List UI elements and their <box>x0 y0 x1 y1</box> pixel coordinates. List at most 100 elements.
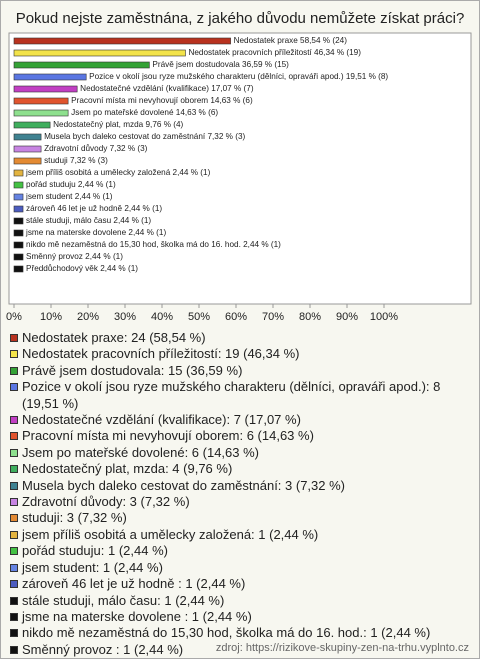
bar-label: zároveň 46 let je už hodně 2,44 % (1) <box>26 204 162 213</box>
legend-label: studuji: 3 (7,32 %) <box>22 510 127 526</box>
legend-item: Pracovní místa mi nevyhovují oborem: 6 (… <box>9 428 471 444</box>
x-tick-label: 30% <box>114 311 136 323</box>
bar <box>13 265 24 273</box>
bar-label: Jsem po mateřské dovolené 14,63 % (6) <box>71 108 218 117</box>
legend-swatch <box>10 629 18 638</box>
legend-item: Nedostatečné vzdělání (kvalifikace): 7 (… <box>9 412 471 428</box>
bar <box>13 229 24 237</box>
legend-label: Musela bych daleko cestovat do zaměstnán… <box>22 477 346 493</box>
legend-label: Směnný provoz : 1 (2,44 %) <box>22 641 184 657</box>
bar-label: Musela bych daleko cestovat do zaměstnán… <box>44 132 245 141</box>
legend-item: jsme na materske dovolene : 1 (2,44 %) <box>9 609 471 625</box>
legend-swatch <box>10 448 18 457</box>
legend-label: Nedostatečný plat, mzda: 4 (9,76 %) <box>22 461 233 477</box>
bar-label: jsem příliš osobitá a umělecky založená … <box>25 168 211 177</box>
legend-swatch <box>10 645 18 654</box>
bar-label: pořád studuju 2,44 % (1) <box>26 180 116 189</box>
legend-swatch <box>10 481 18 490</box>
legend-swatch <box>10 514 18 523</box>
legend-swatch <box>10 432 18 441</box>
legend-label: Pracovní místa mi nevyhovují oborem: 6 (… <box>22 428 314 444</box>
legend-swatch <box>10 465 18 474</box>
bar-label: Právě jsem dostudovala 36,59 % (15) <box>152 60 289 69</box>
x-tick-label: 80% <box>299 311 321 323</box>
legend-item: nikdo mě nezaměstná do 15,30 hod, školka… <box>9 625 471 641</box>
x-tick-label: 50% <box>188 311 210 323</box>
legend-label: Nedostatek pracovních příležitostí: 19 (… <box>22 346 300 362</box>
bar <box>13 121 51 129</box>
bar <box>13 181 24 189</box>
bar <box>13 253 24 261</box>
legend-item: stále studuji, málo času: 1 (2,44 %) <box>9 593 471 609</box>
legend-label: Zdravotní důvody: 3 (7,32 %) <box>22 494 190 510</box>
legend-label: Nedostatečné vzdělání (kvalifikace): 7 (… <box>22 412 301 428</box>
legend-swatch <box>10 350 18 359</box>
legend-label: Právě jsem dostudovala: 15 (36,59 %) <box>22 362 243 378</box>
x-tick-label: 20% <box>77 311 99 323</box>
legend-label: Pozice v okolí jsou ryze mužského charak… <box>22 379 441 411</box>
bar <box>13 37 231 45</box>
bar-label: Předdůchodový věk 2,44 % (1) <box>26 263 138 273</box>
x-tick-label: 0% <box>6 311 22 323</box>
legend-label: zároveň 46 let je už hodně : 1 (2,44 %) <box>22 576 246 592</box>
legend-label: Nedostatek praxe: 24 (58,54 %) <box>22 330 206 345</box>
bar-label: stále studuji, málo času 2,44 % (1) <box>26 216 151 225</box>
legend-item: Jsem po mateřské dovolené: 6 (14,63 %) <box>9 445 471 461</box>
legend-item: pořád studuju: 1 (2,44 %) <box>9 543 471 559</box>
legend-item: Nedostatek pracovních příležitostí: 19 (… <box>9 346 471 362</box>
bar-label: nikdo mě nezaměstná do 15,30 hod, školka… <box>26 240 281 249</box>
bar <box>13 193 24 201</box>
bar <box>13 97 69 105</box>
legend-item: jsem student: 1 (2,44 %) <box>9 560 471 576</box>
legend-item: zároveň 46 let je už hodně : 1 (2,44 %) <box>9 576 471 592</box>
bar-label: studuji 7,32 % (3) <box>44 156 108 165</box>
legend-label: stále studuji, málo času: 1 (2,44 %) <box>22 592 225 608</box>
legend-item: Musela bych daleko cestovat do zaměstnán… <box>9 478 471 494</box>
source: zdroj: https://rizikove-skupiny-zen-na-t… <box>215 642 469 654</box>
bar <box>13 109 69 117</box>
bar <box>13 85 78 93</box>
bar-label: Směnný provoz 2,44 % (1) <box>26 252 123 261</box>
legend-item: Směnný provoz : 1 (2,44 %) <box>9 642 471 658</box>
legend-swatch <box>10 580 18 589</box>
chart: Pokud nejste zaměstnána, z jakého důvodu… <box>6 10 472 323</box>
legend: Nedostatek praxe: 24 (58,54 %) Nedostatek… <box>9 330 471 658</box>
legend-label: nikdo mě nezaměstná do 15,30 hod, školka… <box>22 625 431 641</box>
legend-item: jsem příliš osobitá a umělecky založená:… <box>9 527 471 543</box>
legend-item: Právě jsem dostudovala: 15 (36,59 %) <box>9 363 471 379</box>
bar <box>13 217 24 225</box>
x-tick-label: 70% <box>262 311 284 323</box>
legend-item: Nedostatečný plat, mzda: 4 (9,76 %) <box>9 461 471 477</box>
legend-swatch <box>10 334 18 342</box>
legend-item: Pozice v okolí jsou ryze mužského charak… <box>9 379 471 412</box>
legend-label: pořád studuju: 1 (2,44 %) <box>22 543 168 559</box>
bar <box>13 49 186 57</box>
x-tick-label: 40% <box>151 311 173 323</box>
legend-label: jsme na materske dovolene : 1 (2,44 %) <box>22 608 252 624</box>
legend-swatch <box>10 596 18 605</box>
legend-label: jsem příliš osobitá a umělecky založená:… <box>22 526 319 542</box>
bar-label: Nedostatek pracovních příležitostí 46,34… <box>188 48 361 57</box>
bar-label: Pracovní místa mi nevyhovují oborem 14,6… <box>71 96 253 105</box>
bar-label: Nedostatek praxe 58,54 % (24) <box>234 36 348 45</box>
x-tick-label: 60% <box>225 311 247 323</box>
legend-swatch <box>10 383 18 392</box>
x-tick-label: 90% <box>336 311 358 323</box>
bar-label: jsem student 2,44 % (1) <box>25 192 113 201</box>
legend-swatch <box>10 563 18 572</box>
bar <box>13 205 24 213</box>
legend-swatch <box>10 612 18 621</box>
legend-swatch <box>10 366 18 375</box>
bar-label: Nedostatečný plat, mzda 9,76 % (4) <box>53 120 183 129</box>
legend-item: studuji: 3 (7,32 %) <box>9 510 471 526</box>
legend-swatch <box>10 498 18 507</box>
x-tick-label: 10% <box>40 311 62 323</box>
legend-item: Nedostatek praxe: 24 (58,54 %) <box>9 330 471 346</box>
legend-label: Jsem po mateřské dovolené: 6 (14,63 %) <box>22 444 260 460</box>
bar-label: jsme na materske dovolene 2,44 % (1) <box>25 228 166 237</box>
chart-title: Pokud nejste zaměstnána, z jakého důvodu… <box>16 10 465 27</box>
x-tick-label: 100% <box>370 311 398 323</box>
bar <box>13 157 42 165</box>
bar <box>13 145 42 153</box>
